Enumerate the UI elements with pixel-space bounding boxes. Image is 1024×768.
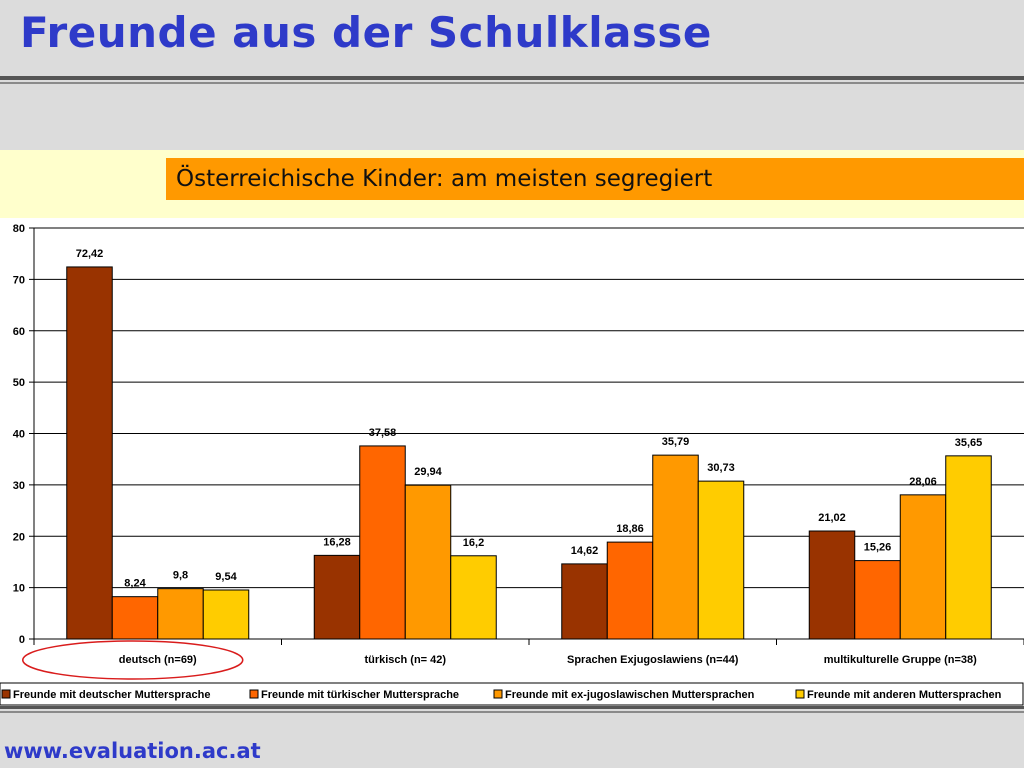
data-label: 14,62	[571, 545, 599, 557]
y-tick-label: 70	[13, 274, 25, 286]
legend-swatch	[493, 689, 503, 699]
bar	[450, 555, 497, 640]
legend-swatch	[249, 689, 259, 699]
data-label: 30,73	[707, 462, 735, 474]
y-tick-label: 60	[13, 326, 25, 338]
bar	[808, 530, 856, 640]
bar	[945, 455, 992, 640]
footer-rule	[0, 706, 1024, 709]
legend-box	[0, 682, 1024, 706]
bar	[111, 596, 159, 640]
data-label: 18,86	[616, 523, 644, 535]
bar	[359, 445, 406, 640]
data-label: 35,65	[955, 437, 983, 449]
data-label: 16,2	[463, 537, 484, 549]
data-label: 72,42	[76, 248, 104, 260]
bar	[561, 563, 608, 640]
y-tick-label: 50	[13, 377, 25, 389]
highlight-ellipse	[22, 640, 244, 680]
bar	[899, 494, 947, 640]
y-tick-label: 10	[13, 583, 25, 595]
header-rule	[0, 76, 1024, 80]
legend-swatch	[1, 689, 11, 699]
bar	[606, 541, 654, 640]
y-tick-label: 0	[19, 634, 25, 646]
data-label: 37,58	[369, 427, 397, 439]
y-tick-label: 20	[13, 531, 25, 543]
data-label: 28,06	[909, 476, 937, 488]
legend-entry: Freunde mit anderen Muttersprachen	[807, 689, 1002, 701]
bar	[202, 589, 250, 640]
legend-swatch	[795, 689, 805, 699]
bar	[854, 560, 901, 640]
footer-url: www.evaluation.ac.at	[4, 739, 261, 763]
data-label: 8,24	[124, 578, 146, 590]
data-label: 16,28	[323, 536, 351, 548]
data-label: 29,94	[414, 466, 442, 478]
data-label: 15,26	[864, 542, 892, 554]
legend-entry: Freunde mit ex-jugoslawischen Mutterspra…	[505, 689, 755, 701]
data-label: 9,54	[215, 571, 237, 583]
y-tick-label: 30	[13, 480, 25, 492]
bar	[157, 588, 204, 640]
bar	[652, 454, 699, 640]
legend-entry: Freunde mit deutscher Muttersprache	[13, 689, 210, 701]
data-label: 9,8	[173, 570, 188, 582]
bar	[404, 484, 452, 640]
y-tick-label: 80	[13, 223, 25, 235]
bar	[697, 480, 745, 640]
header-rule-light	[0, 82, 1024, 84]
bar	[66, 266, 113, 640]
x-tick-label: multikulturelle Gruppe (n=38)	[824, 654, 977, 666]
page-title: Freunde aus der Schulklasse	[20, 8, 712, 57]
footer-rule-light	[0, 711, 1024, 713]
x-tick-label: Sprachen Exjugoslawiens (n=44)	[567, 654, 739, 666]
bar	[313, 554, 361, 640]
y-tick-label: 40	[13, 429, 25, 441]
legend-entry: Freunde mit türkischer Muttersprache	[261, 689, 459, 701]
x-tick-label: deutsch (n=69)	[119, 654, 197, 666]
data-label: 35,79	[662, 436, 690, 448]
data-label: 21,02	[818, 512, 846, 524]
chart-subtitle: Österreichische Kinder: am meisten segre…	[166, 158, 1024, 200]
x-tick-label: türkisch (n= 42)	[364, 654, 446, 666]
